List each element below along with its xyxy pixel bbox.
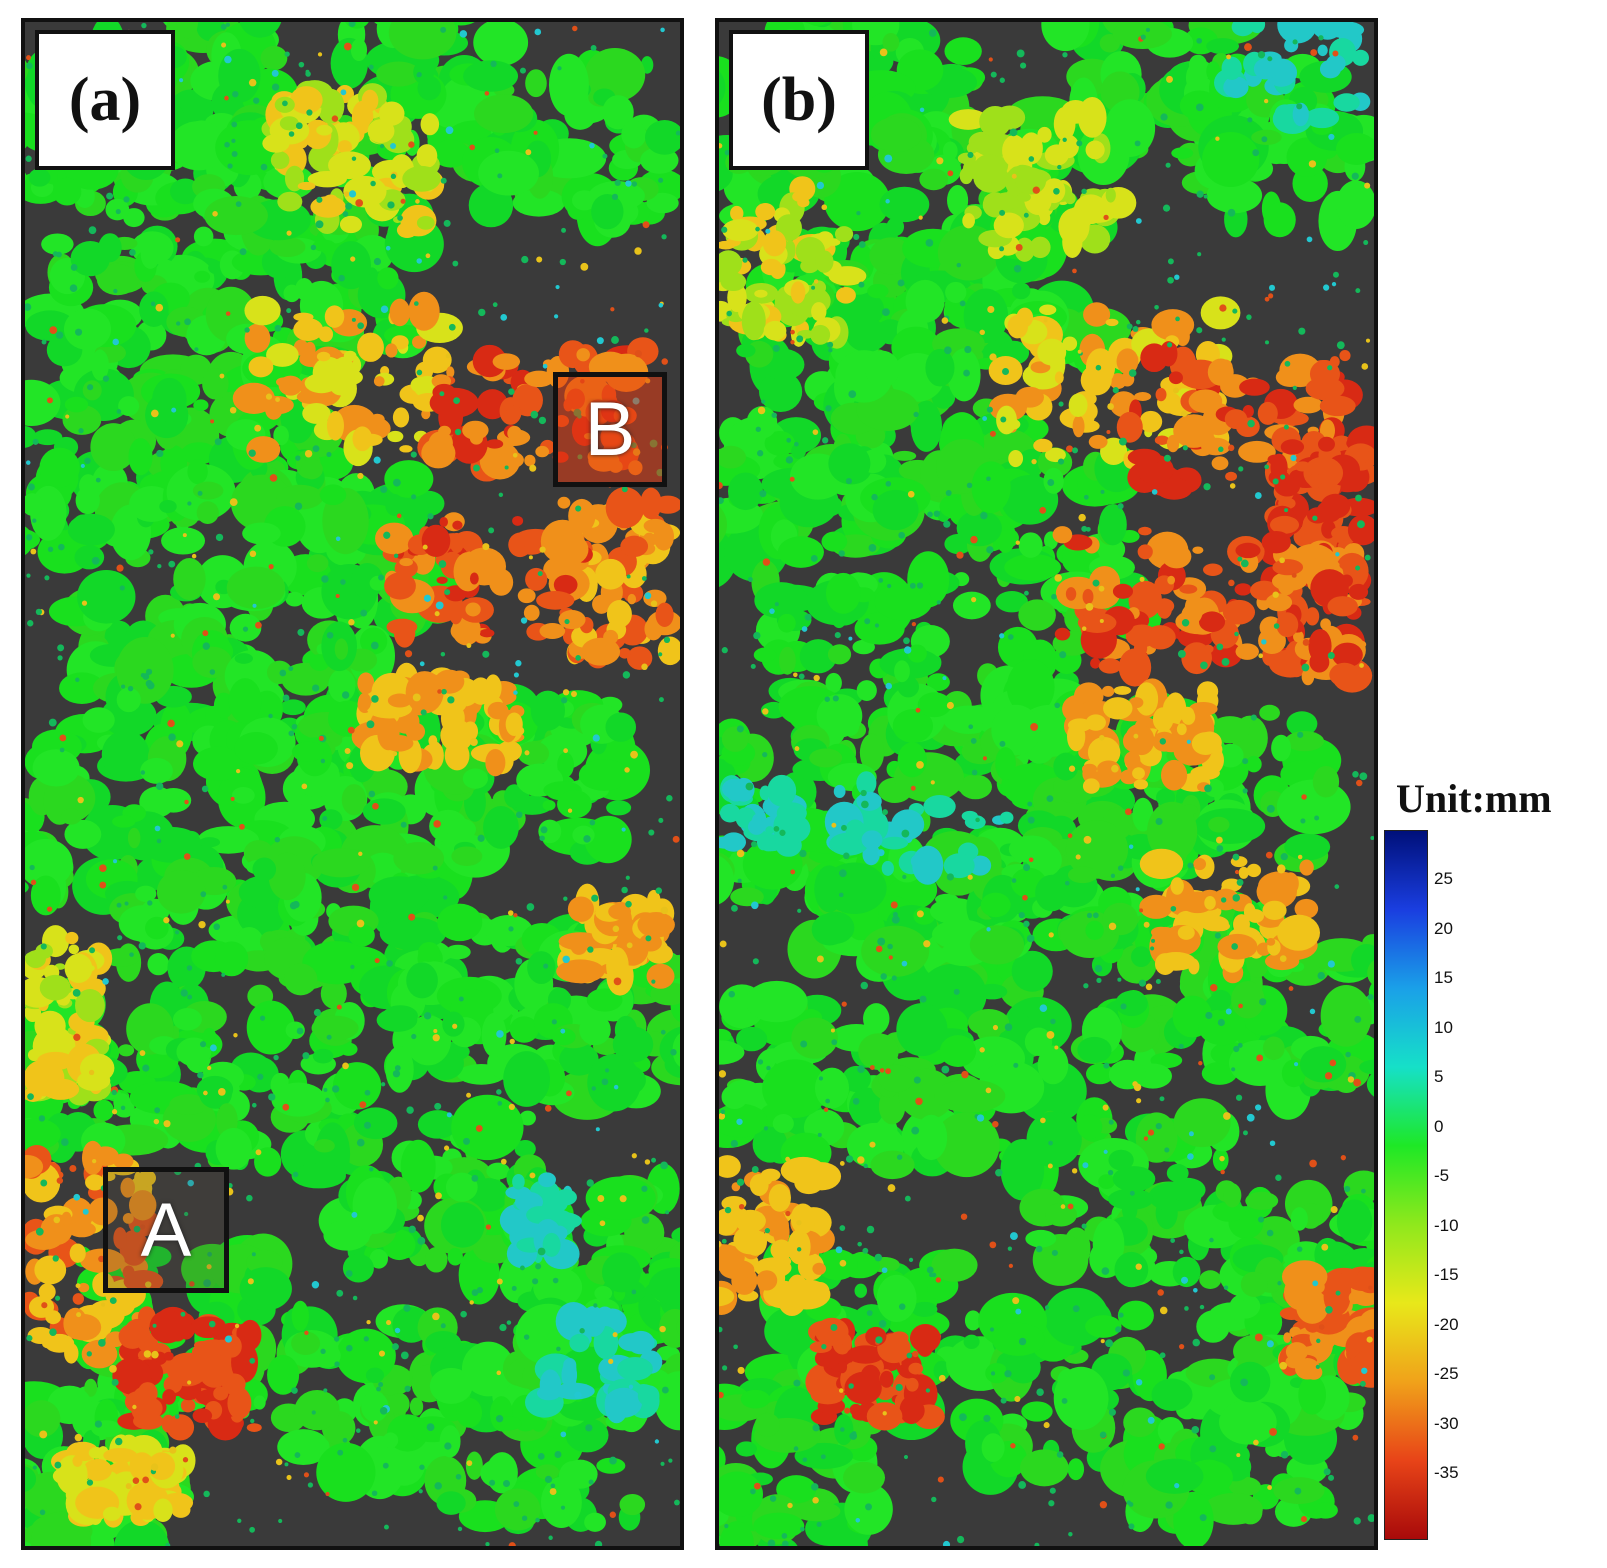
unit-label: Unit:mm [1396, 776, 1552, 821]
colorbar-tick-label: -25 [1434, 1364, 1459, 1383]
colorbar-tick-label: 15 [1434, 968, 1453, 987]
colorbar-legend: Unit:mm 25 20 15 10 5 0 -5 -10 -15 -20 -25 -30 -35 [1384, 775, 1594, 1565]
colorbar-tick-label: 5 [1434, 1067, 1444, 1086]
region-marker-b: B [553, 372, 667, 487]
colorbar-gradient [1384, 830, 1428, 1540]
colorbar-tick-label: 25 [1434, 869, 1453, 888]
panel-label-b: (b) [729, 30, 869, 170]
colorbar-tick-label: 10 [1434, 1017, 1453, 1037]
region-marker-a: A [103, 1167, 229, 1293]
colorbar-tick-label: -10 [1434, 1215, 1459, 1235]
colorbar-tick-label: -20 [1434, 1314, 1459, 1334]
panel-label-a: (a) [35, 30, 175, 170]
colorbar-tick-label: -30 [1434, 1413, 1459, 1433]
map-panel-a: (a) B A [21, 18, 684, 1550]
colorbar-tick-label: 0 [1434, 1116, 1444, 1136]
colorbar-tick-label: -35 [1434, 1463, 1459, 1482]
colorbar-tick-label: -15 [1434, 1265, 1459, 1284]
deformation-map-b [719, 22, 1374, 1546]
map-panel-b: (b) [715, 18, 1378, 1550]
colorbar-tick-label: 20 [1434, 918, 1453, 938]
colorbar-tick-label: -5 [1434, 1166, 1450, 1185]
deformation-map-a [25, 22, 680, 1546]
